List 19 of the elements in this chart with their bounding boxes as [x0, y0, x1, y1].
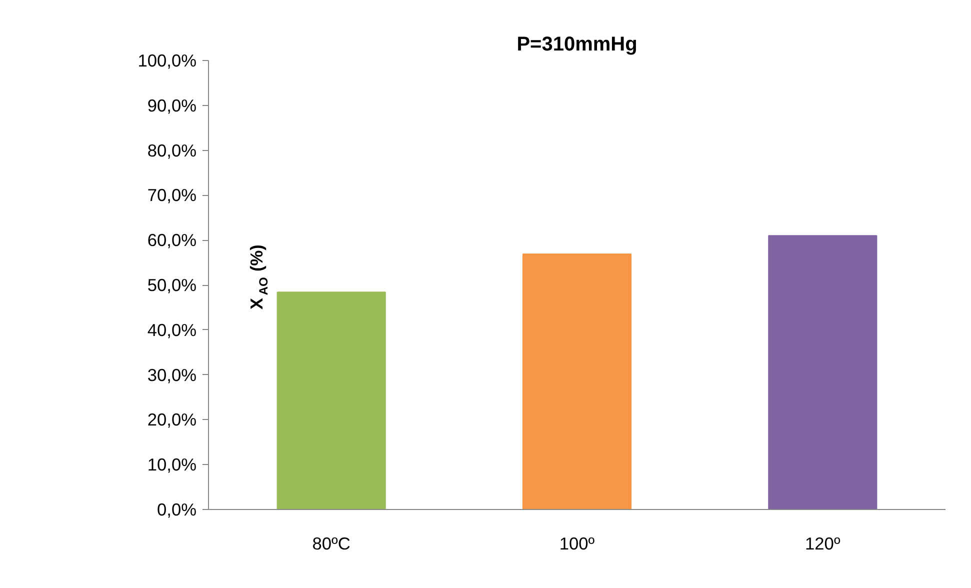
y-tick-label: 90,0% [147, 95, 197, 116]
x-tick-label: 80ºC [312, 534, 350, 554]
y-tick-label: 100,0% [138, 50, 197, 70]
y-tick-label: 10,0% [147, 454, 197, 475]
bar [768, 235, 878, 510]
y-axis-title: XAO (%) [246, 244, 270, 310]
y-tick-label: 0,0% [157, 500, 197, 520]
y-tick-label: 80,0% [147, 140, 197, 160]
y-tick-label: 60,0% [147, 230, 197, 250]
y-tick-label: 30,0% [147, 364, 197, 385]
chart-title: P=310mmHg [516, 34, 638, 56]
bar [522, 254, 632, 510]
y-tick-label: 40,0% [147, 320, 197, 340]
x-tick-label: 120º [805, 534, 841, 554]
y-tick-label: 70,0% [147, 185, 197, 206]
y-tick-label: 50,0% [147, 275, 197, 295]
y-tick-label: 20,0% [147, 410, 197, 430]
bar [276, 292, 386, 510]
x-tick-label: 100º [559, 534, 596, 554]
